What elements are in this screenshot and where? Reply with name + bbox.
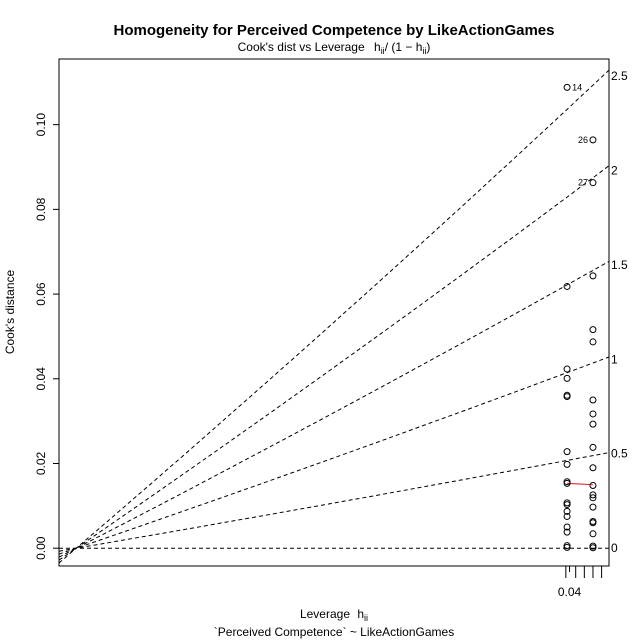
data-point (589, 420, 597, 428)
data-point (589, 443, 597, 451)
point-label: 26 (578, 135, 588, 145)
data-point (563, 83, 571, 91)
data-point (563, 523, 571, 531)
data-point (563, 282, 571, 290)
data-point (563, 479, 571, 487)
contour-labels: 0 0.5 1 1.5 2 2.5 (611, 69, 628, 555)
contour-label: 1 (611, 352, 618, 366)
smoother-segment (567, 482, 593, 486)
data-point (589, 464, 597, 472)
contour-label: 2 (611, 163, 618, 177)
leverage-rug (565, 566, 603, 578)
data-point (589, 338, 597, 346)
smoother-line (567, 482, 593, 486)
y-tick-label: 0.00 (34, 536, 48, 560)
data-point (589, 544, 597, 552)
data-point (563, 460, 571, 468)
x-tick-label: 0.04 (558, 585, 582, 599)
chart-subtitle: Cook's dist vs Leverage hii/ (1 − hii) (238, 40, 431, 56)
point-label: 14 (572, 82, 582, 92)
data-point (563, 393, 571, 401)
data-point (563, 507, 571, 515)
data-points (563, 83, 597, 552)
point-label: 27 (578, 178, 588, 188)
contour-line (59, 165, 609, 561)
data-point (589, 396, 597, 404)
x-axis-label: Leverage hii (300, 607, 368, 623)
y-axis-label: Cook's distance (3, 270, 17, 355)
point-labels: 14 26 27 (572, 82, 588, 187)
data-point (563, 374, 571, 382)
y-tick-label: 0.10 (34, 113, 48, 137)
contour-line (59, 356, 609, 555)
data-point (589, 482, 597, 490)
contour-line (59, 69, 609, 564)
cooks-contours (59, 69, 609, 564)
data-point (589, 494, 597, 502)
y-tick-label: 0.06 (34, 282, 48, 306)
contour-label: 1.5 (611, 258, 628, 272)
data-point (563, 448, 571, 456)
model-formula: `Perceived Competence` ~ LikeActionGames (214, 625, 454, 639)
y-tick-label: 0.04 (34, 367, 48, 391)
data-point (589, 491, 597, 499)
data-point (589, 503, 597, 511)
y-tick-label: 0.08 (34, 197, 48, 221)
contour-line (59, 452, 609, 552)
data-point (589, 410, 597, 418)
data-point (589, 179, 597, 187)
contour-label: 2.5 (611, 69, 628, 83)
data-point (563, 501, 571, 509)
data-point (589, 530, 597, 538)
data-point (563, 365, 571, 373)
data-point (589, 519, 597, 527)
chart-title: Homogeneity for Perceived Competence by … (114, 22, 555, 39)
data-point (589, 136, 597, 144)
contour-line (59, 260, 609, 558)
data-point (589, 326, 597, 334)
y-axis: 0.00 0.02 0.04 0.06 0.08 0.10 (34, 113, 59, 560)
data-point (563, 528, 571, 536)
plot-frame (58, 58, 610, 567)
data-point (563, 543, 571, 551)
contour-label: 0 (611, 541, 618, 555)
contour-label: 0.5 (611, 447, 628, 461)
data-point (563, 512, 571, 520)
x-axis: 0.04 (558, 566, 582, 599)
data-point (589, 272, 597, 280)
y-tick-label: 0.02 (34, 451, 48, 475)
